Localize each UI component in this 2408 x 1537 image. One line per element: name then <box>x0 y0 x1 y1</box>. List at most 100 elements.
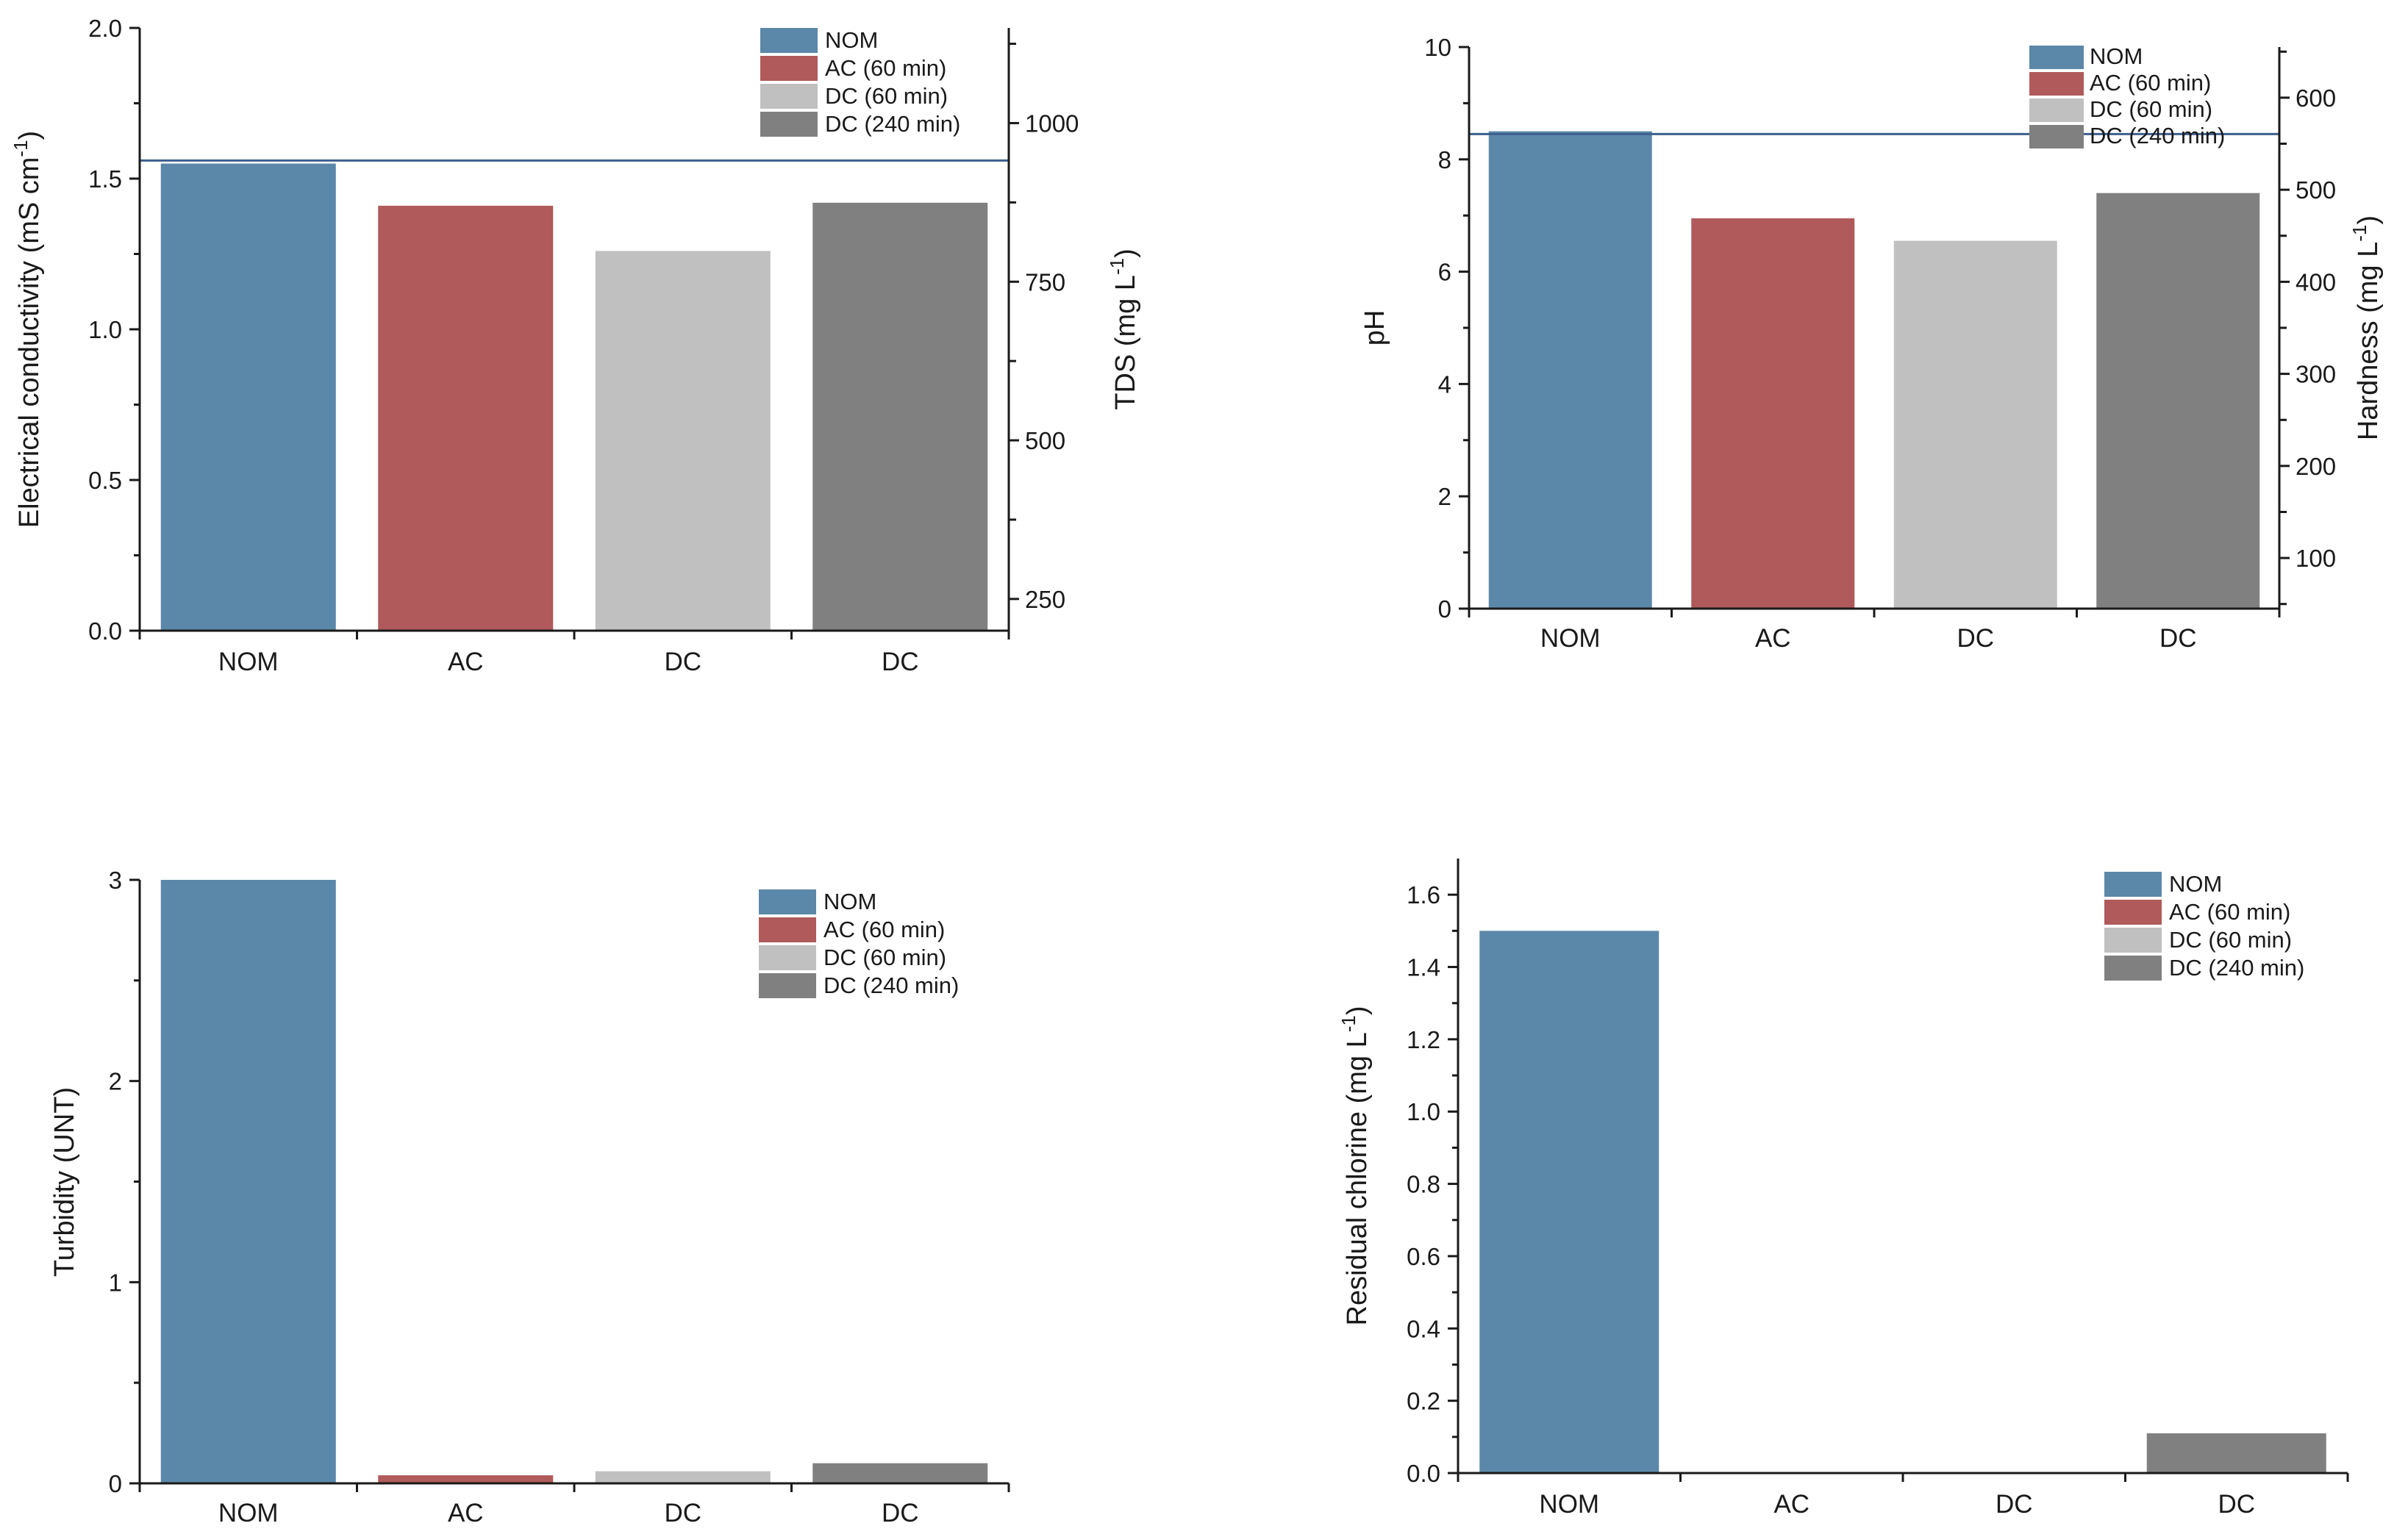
category-label-3-3: DC <box>664 1499 701 1527</box>
legend-swatch-4-4 <box>2104 956 2162 981</box>
category-label-2-2: AC <box>1755 624 1791 653</box>
y2-tick-label-2-3: 400 <box>2296 268 2336 295</box>
legend-swatch-4-1 <box>2104 872 2162 897</box>
y2-tick-label-2-1: 200 <box>2296 453 2336 480</box>
bar-1-1 <box>160 163 336 631</box>
category-label-1-1: NOM <box>218 648 279 676</box>
category-label-3-4: DC <box>882 1499 919 1527</box>
bar-2-2 <box>1691 218 1855 609</box>
y-tick-label-4-1: 0.2 <box>1407 1388 1440 1415</box>
legend-swatch-2-4 <box>2029 125 2084 148</box>
y-tick-label-4-3: 0.6 <box>1407 1243 1440 1270</box>
category-label-2-1: NOM <box>1540 624 1601 653</box>
legend-label-4-2: AC (60 min) <box>2169 899 2290 925</box>
y2-axis-title-2: Hardness (mg L-1) <box>2348 215 2384 440</box>
bar-1-3 <box>595 251 771 631</box>
y-tick-label-4-7: 1.4 <box>1407 954 1440 981</box>
bar-1-2 <box>378 205 554 631</box>
category-label-1-3: DC <box>664 648 701 676</box>
legend-label-1-3: DC (60 min) <box>825 83 948 109</box>
legend-swatch-1-3 <box>760 84 818 109</box>
legend-swatch-2-1 <box>2029 46 2084 69</box>
bar-3-1 <box>160 880 336 1483</box>
y-tick-label-2-5: 10 <box>1424 34 1451 61</box>
bar-4-4 <box>2146 1433 2326 1473</box>
legend-swatch-2-3 <box>2029 98 2084 122</box>
legend-swatch-1-2 <box>760 56 818 81</box>
category-label-4-1: NOM <box>1539 1490 1599 1519</box>
y-tick-label-1-1: 0.5 <box>88 467 122 494</box>
y-tick-label-3-2: 2 <box>109 1068 122 1095</box>
y-tick-label-4-5: 1.0 <box>1407 1098 1440 1125</box>
y-tick-label-4-0: 0.0 <box>1407 1460 1440 1487</box>
legend-label-2-1: NOM <box>2090 43 2143 69</box>
legend-label-1-4: DC (240 min) <box>825 111 960 137</box>
y2-tick-label-2-4: 500 <box>2296 176 2336 204</box>
legend-swatch-3-1 <box>759 889 816 914</box>
y-tick-label-2-2: 4 <box>1438 370 1451 398</box>
legend-swatch-1-1 <box>760 28 818 53</box>
y-axis-title-3: Turbidity (UNT) <box>49 1087 80 1277</box>
y-tick-label-3-1: 1 <box>109 1269 122 1296</box>
legend-swatch-4-2 <box>2104 900 2162 925</box>
y-tick-label-1-3: 1.5 <box>88 165 122 193</box>
y-tick-label-4-2: 0.4 <box>1407 1315 1440 1342</box>
y2-tick-label-1-0: 250 <box>1025 586 1065 613</box>
legend-swatch-3-2 <box>759 917 816 942</box>
y-axis-title-1: Electrical conductivity (mS cm-1) <box>10 131 45 528</box>
bar-4-1 <box>1479 931 1659 1473</box>
y2-tick-label-1-3: 1000 <box>1025 110 1079 137</box>
chart-panel-3: NOM AC DC DC 0 1 2 3 Turbidity (UNT) NOM AC (60 mi… <box>49 867 1010 1527</box>
y-tick-label-1-2: 1.0 <box>88 316 122 343</box>
legend-label-3-3: DC (60 min) <box>823 945 946 970</box>
category-label-2-4: DC <box>2159 624 2197 653</box>
y-tick-label-4-6: 1.2 <box>1407 1026 1440 1053</box>
legend-label-3-4: DC (240 min) <box>823 972 959 998</box>
bar-2-1 <box>1488 131 1652 609</box>
y-tick-label-2-3: 6 <box>1438 259 1451 286</box>
y-tick-label-3-3: 3 <box>109 867 122 894</box>
chart-panel-2: NOM AC DC DC 0 2 4 6 8 10 pH 100 200 300 400 500 600 Hard… <box>1360 34 2384 653</box>
bar-2-4 <box>2096 193 2260 609</box>
y-tick-label-2-0: 0 <box>1438 595 1451 623</box>
legend-swatch-4-3 <box>2104 928 2162 953</box>
category-label-3-1: NOM <box>218 1499 279 1527</box>
y-tick-label-2-4: 8 <box>1438 146 1451 173</box>
category-label-3-2: AC <box>448 1499 484 1527</box>
y2-tick-label-2-2: 300 <box>2296 361 2336 388</box>
legend-label-4-3: DC (60 min) <box>2169 927 2292 953</box>
y-tick-label-2-1: 2 <box>1438 483 1451 510</box>
y-axis-title-4: Residual chlorine (mg L-1) <box>1337 1006 1373 1326</box>
category-label-1-4: DC <box>882 648 919 676</box>
y2-axis-title-1: TDS (mg L-1) <box>1106 248 1141 409</box>
legend-label-4-1: NOM <box>2169 871 2222 897</box>
category-label-4-4: DC <box>2218 1490 2255 1519</box>
y2-tick-label-2-0: 100 <box>2296 545 2336 572</box>
legend-label-1-2: AC (60 min) <box>825 55 946 81</box>
bar-2-3 <box>1893 240 2057 609</box>
y-tick-label-1-0: 0.0 <box>88 617 122 645</box>
category-label-1-2: AC <box>448 648 484 676</box>
legend-label-4-4: DC (240 min) <box>2169 955 2304 981</box>
legend-label-2-3: DC (60 min) <box>2090 96 2212 122</box>
y2-tick-label-2-5: 600 <box>2296 85 2336 112</box>
category-label-4-3: DC <box>1996 1490 2033 1519</box>
legend-label-2-2: AC (60 min) <box>2090 70 2211 96</box>
chart-panel-4: NOM AC DC DC 0.0 0.2 0.4 0.6 0.8 1.0 1.2 1.4 1.6 Resi… <box>1337 859 2349 1519</box>
y-tick-label-4-4: 0.8 <box>1407 1171 1440 1198</box>
legend-label-1-1: NOM <box>825 27 878 53</box>
bar-3-4 <box>812 1463 988 1483</box>
legend-swatch-3-4 <box>759 973 816 998</box>
legend-swatch-1-4 <box>760 112 818 137</box>
legend-3: NOM AC (60 min) DC (60 min)DC (240 min) <box>759 889 959 998</box>
y2-tick-label-1-2: 750 <box>1025 268 1065 295</box>
bar-3-2 <box>378 1475 554 1483</box>
y-tick-label-4-8: 1.6 <box>1407 881 1440 909</box>
y-axis-title-2: pH <box>1360 310 1390 346</box>
bar-1-4 <box>812 202 988 631</box>
category-label-2-3: DC <box>1957 624 1994 653</box>
